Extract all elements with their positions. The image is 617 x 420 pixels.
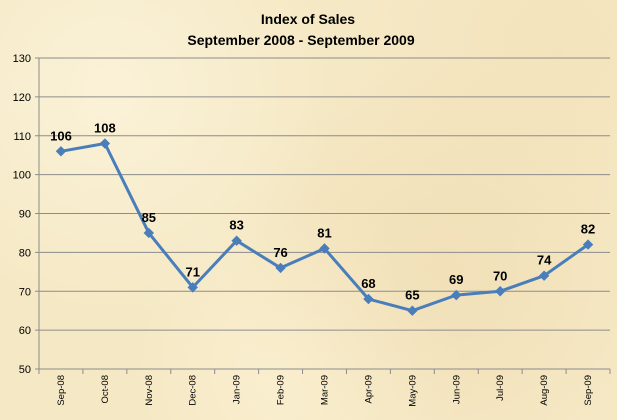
y-tick-label: 90	[19, 209, 31, 221]
data-label: 81	[317, 225, 331, 240]
data-label: 70	[493, 268, 507, 283]
data-point	[582, 239, 594, 250]
x-tick-label: Sep-08	[56, 375, 67, 406]
data-point	[363, 293, 374, 305]
y-tick-label: 120	[13, 92, 31, 104]
y-tick-label: 100	[13, 170, 31, 182]
x-tick-label: Sep-09	[583, 375, 594, 406]
axis-layer: 50 60 70 80 90 100 110 120 130 Sep-08 Oct-08 Nov-08…	[13, 53, 611, 407]
data-point	[538, 270, 550, 281]
x-tick-label: Feb-09	[276, 375, 287, 405]
chart-title: Index of Sales	[261, 11, 355, 27]
data-point	[451, 289, 462, 301]
data-label: 82	[581, 222, 595, 237]
data-label: 74	[537, 253, 552, 268]
data-point	[275, 262, 286, 274]
x-tick-label: Apr-09	[363, 375, 374, 404]
y-tick-label: 80	[19, 247, 31, 259]
x-tick-label: Jan-09	[232, 375, 243, 404]
data-label: 108	[94, 121, 116, 136]
x-tick-label: Oct-08	[100, 375, 111, 404]
x-tick-label: Nov-08	[144, 375, 155, 406]
y-tick-label: 50	[19, 364, 31, 376]
data-label: 83	[229, 218, 243, 233]
grid-layer	[39, 57, 610, 331]
y-tick-label: 70	[19, 286, 31, 298]
label-layer: 106 108 85 71 83 76 81 68 65 69 70 74 82	[50, 121, 595, 303]
data-label: 65	[405, 288, 419, 303]
x-tick-label: Aug-09	[539, 375, 550, 406]
data-point	[231, 235, 242, 246]
data-label: 71	[185, 264, 199, 279]
x-tick-label: May-09	[407, 375, 418, 407]
data-label: 68	[361, 276, 375, 291]
y-tick-label: 110	[13, 131, 31, 143]
data-label: 85	[142, 210, 156, 225]
data-point	[407, 305, 418, 316]
y-tick-label: 130	[13, 53, 31, 65]
chart-subtitle: September 2008 - September 2009	[187, 32, 414, 48]
data-point	[55, 146, 67, 157]
series-layer	[55, 138, 594, 316]
data-point	[99, 138, 111, 149]
data-point	[319, 243, 330, 254]
x-tick-label: Jun-09	[451, 375, 462, 404]
data-point	[143, 227, 155, 239]
data-label: 76	[273, 245, 287, 260]
x-tick-label: Mar-09	[320, 375, 331, 405]
data-point	[494, 286, 506, 297]
x-tick-label: Dec-08	[188, 375, 199, 406]
x-tick-label: Jul-09	[495, 375, 506, 401]
data-label: 69	[449, 272, 463, 287]
data-point	[187, 282, 198, 293]
data-label: 106	[50, 128, 72, 143]
y-tick-label: 60	[19, 325, 31, 337]
